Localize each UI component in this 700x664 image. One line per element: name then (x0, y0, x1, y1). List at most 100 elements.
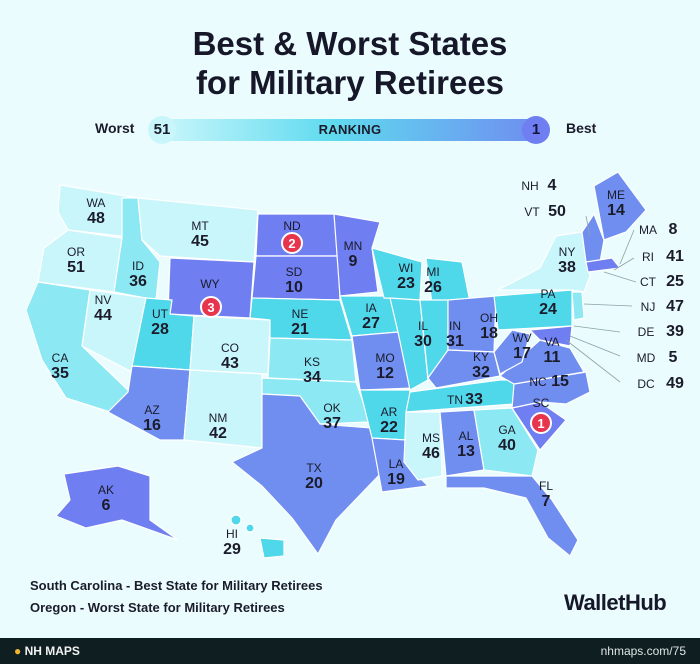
state-rank: 16 (143, 417, 161, 434)
state-abbr: MS (422, 431, 440, 445)
state-rank: 36 (129, 273, 147, 290)
nh-maps-label: ● NH MAPS (14, 644, 80, 658)
state-rank: 5 (669, 349, 678, 366)
state-rank: 42 (209, 425, 227, 442)
state-rank: 41 (666, 248, 684, 265)
state-shape-nj (572, 292, 584, 320)
state-rank: 48 (87, 210, 105, 227)
callout-line-md (570, 336, 620, 356)
callout-line-de (574, 326, 620, 332)
state-abbr: MT (191, 219, 209, 233)
state-rank: 34 (303, 369, 321, 386)
state-rank: 31 (446, 333, 464, 350)
state-rank: 46 (422, 445, 440, 462)
state-shape-hi (260, 538, 284, 558)
state-abbr: ME (607, 188, 625, 202)
state-rank: 32 (472, 364, 490, 381)
state-abbr: UT (152, 307, 169, 321)
callout-line-ct (604, 272, 636, 282)
state-abbr: WA (87, 196, 106, 210)
state-abbr: ID (132, 259, 144, 273)
state-rank: 7 (542, 493, 551, 510)
badge-wy-rank: 3 (207, 300, 214, 315)
state-abbr: LA (389, 457, 404, 471)
state-abbr: IL (418, 319, 428, 333)
state-rank: 26 (424, 279, 442, 296)
state-rank: 22 (380, 419, 398, 436)
state-shape-hi-small (246, 524, 254, 532)
state-rank: 8 (669, 221, 678, 238)
state-rank: 12 (376, 365, 394, 382)
state-abbr: TX (306, 461, 321, 475)
state-abbr: HI (226, 527, 238, 541)
state-abbr: OK (323, 401, 340, 415)
state-abbr: MA (639, 223, 657, 237)
state-abbr: AL (459, 429, 474, 443)
us-map: WA 48 OR 51 CA 35 ID 36 NV 44 MT 45 WY U… (0, 150, 700, 580)
state-abbr: MI (426, 265, 439, 279)
state-rank: 45 (191, 233, 209, 250)
state-abbr: ND (283, 219, 301, 233)
state-rank: 39 (666, 323, 684, 340)
state-rank: 19 (387, 471, 405, 488)
state-abbr: NH (521, 179, 538, 193)
state-rank: 28 (151, 321, 169, 338)
state-rank: 9 (349, 253, 358, 270)
state-abbr: OR (67, 245, 85, 259)
map-pin-icon: ● (14, 644, 21, 658)
state-abbr: AZ (144, 403, 159, 417)
state-abbr: VT (524, 205, 540, 219)
state-rank: 35 (51, 365, 69, 382)
state-rank: 33 (465, 391, 483, 408)
wallethub-logo: WalletHub (564, 590, 666, 616)
nh-maps-text: NH MAPS (25, 644, 80, 658)
state-shape-hi-small (231, 515, 241, 525)
state-abbr: MN (344, 239, 363, 253)
state-shape-ny (498, 232, 590, 292)
state-rank: 11 (544, 349, 561, 366)
state-rank: 15 (551, 373, 569, 390)
callout-line-nj (584, 304, 632, 306)
state-abbr: NV (95, 293, 112, 307)
state-rank: 43 (221, 355, 239, 372)
state-abbr: NJ (641, 300, 656, 314)
state-abbr: OH (480, 311, 498, 325)
state-rank: 23 (397, 275, 415, 292)
state-rank: 20 (305, 475, 323, 492)
best-state-note: South Carolina - Best State for Military… (30, 578, 323, 593)
state-rank: 10 (285, 279, 303, 296)
state-abbr: GA (498, 423, 515, 437)
state-abbr: SC (533, 396, 550, 410)
state-rank: 40 (498, 437, 516, 454)
badge-nd-rank: 2 (288, 236, 295, 251)
state-rank: 13 (457, 443, 475, 460)
state-rank: 47 (666, 298, 684, 315)
state-abbr: FL (539, 479, 553, 493)
state-abbr: NC (529, 375, 547, 389)
state-rank: 4 (548, 177, 557, 194)
state-abbr: NY (559, 245, 576, 259)
state-rank: 44 (94, 307, 112, 324)
state-abbr: AR (381, 405, 398, 419)
title-line-2: for Military Retirees (0, 63, 700, 102)
state-abbr: CT (640, 275, 657, 289)
state-rank: 25 (666, 273, 684, 290)
state-abbr: MO (375, 351, 394, 365)
footer-bar: ● NH MAPS nhmaps.com/75 (0, 638, 700, 664)
state-abbr: IA (365, 301, 376, 315)
state-abbr: RI (642, 250, 654, 264)
ranking-legend: Worst 51 RANKING 1 Best (0, 114, 700, 144)
footer-url: nhmaps.com/75 (601, 644, 686, 658)
state-abbr: IN (449, 319, 461, 333)
state-rank: 17 (513, 345, 531, 362)
state-rank: 38 (558, 259, 576, 276)
state-rank: 30 (414, 333, 432, 350)
state-rank: 50 (548, 203, 566, 220)
state-shape-wi (372, 248, 422, 300)
state-abbr: WY (200, 277, 219, 291)
state-abbr: WI (399, 261, 414, 275)
worst-state-note: Oregon - Worst State for Military Retire… (30, 600, 285, 615)
state-abbr: SD (286, 265, 303, 279)
state-abbr: KS (304, 355, 320, 369)
state-rank: 6 (102, 497, 111, 514)
